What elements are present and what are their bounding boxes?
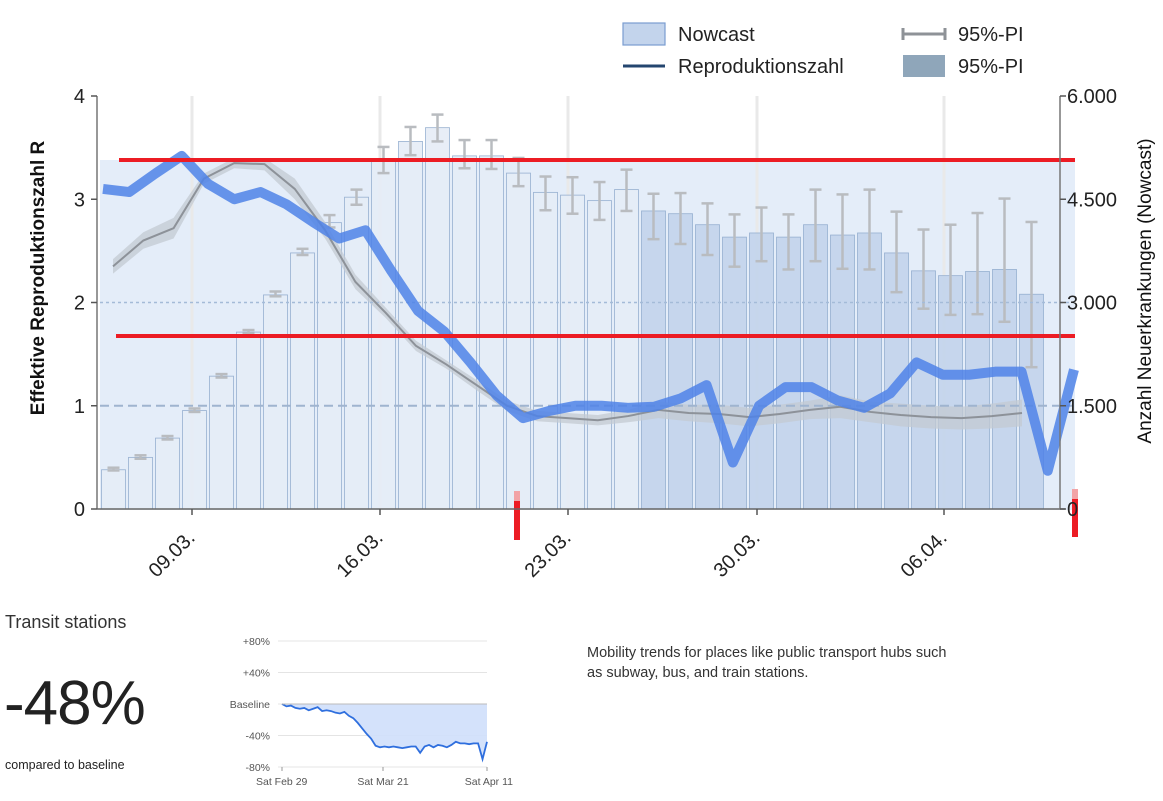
- nowcast-bar: [209, 375, 234, 510]
- right-tick-label: 6.000: [1067, 86, 1117, 108]
- r-line: [112, 162, 1023, 422]
- nowcast-bar: [560, 194, 585, 510]
- left-tick-label: 4: [74, 86, 85, 108]
- compare-label: compared to baseline: [5, 758, 125, 772]
- left-tick-label: 2: [74, 293, 85, 315]
- nowcast-bar: [803, 224, 828, 510]
- nowcast-bar: [155, 437, 180, 510]
- transit-percent: -48%: [4, 669, 146, 738]
- mini-ytick-label: -80%: [245, 762, 270, 774]
- nowcast-bar: [695, 224, 720, 510]
- nowcast-bar: [857, 232, 882, 510]
- mini-xtick-label: Sat Apr 11: [465, 776, 513, 788]
- mini-line: [281, 703, 488, 763]
- nowcast-bar: [749, 232, 774, 510]
- mini-xtick-label: Sat Feb 29: [256, 776, 308, 788]
- mini-xtick-label: Sat Mar 21: [357, 776, 409, 788]
- legend-label-r: Reproduktionszahl: [678, 56, 844, 78]
- nowcast-bar: [641, 210, 666, 510]
- mini-ytick-label: +80%: [243, 636, 270, 648]
- legend-label-nowcast: Nowcast: [678, 24, 755, 46]
- nowcast-bar: [290, 252, 315, 510]
- right-tick-label: 0: [1067, 499, 1078, 521]
- left-tick-label: 0: [74, 499, 85, 521]
- red-marker: [514, 501, 520, 540]
- nowcast-bar: [776, 236, 801, 510]
- red-marker: [1072, 499, 1078, 537]
- left-tick-label: 1: [74, 396, 85, 418]
- transit-description: Mobility trends for places like public t…: [587, 645, 947, 681]
- right-tick-label: 4.500: [1067, 189, 1117, 211]
- mini-ytick-label: Baseline: [230, 699, 270, 711]
- nowcast-bar: [398, 141, 423, 510]
- left-tick-label: 3: [74, 189, 85, 211]
- right-tick-label: 3.000: [1067, 293, 1117, 315]
- transit-overlay-line: [102, 150, 1079, 476]
- mini-ytick-label: -40%: [245, 731, 270, 743]
- right-tick-label: 1.500: [1067, 396, 1117, 418]
- red-marker-top: [514, 491, 520, 501]
- nowcast-bar: [533, 191, 558, 510]
- nowcast-bar: [587, 200, 612, 510]
- nowcast-bar: [101, 469, 126, 510]
- legend-label-pi-2: 95%-PI: [958, 56, 1024, 78]
- mini-area: [282, 704, 487, 760]
- right-axis-title: Anzahl Neuerkrankungen (Nowcast): [1135, 138, 1156, 443]
- transit-title: Transit stations: [5, 612, 127, 632]
- nowcast-bar: [344, 196, 369, 510]
- mini-ytick-label: +40%: [243, 668, 270, 680]
- red-marker-top: [1072, 489, 1078, 499]
- legend-swatch-band: [903, 55, 945, 77]
- left-axis-title: Effektive Reproduktionszahl R: [28, 140, 49, 415]
- nowcast-bar: [614, 189, 639, 510]
- legend-swatch-bar: [622, 22, 666, 46]
- legend-label-pi-1: 95%-PI: [958, 24, 1024, 46]
